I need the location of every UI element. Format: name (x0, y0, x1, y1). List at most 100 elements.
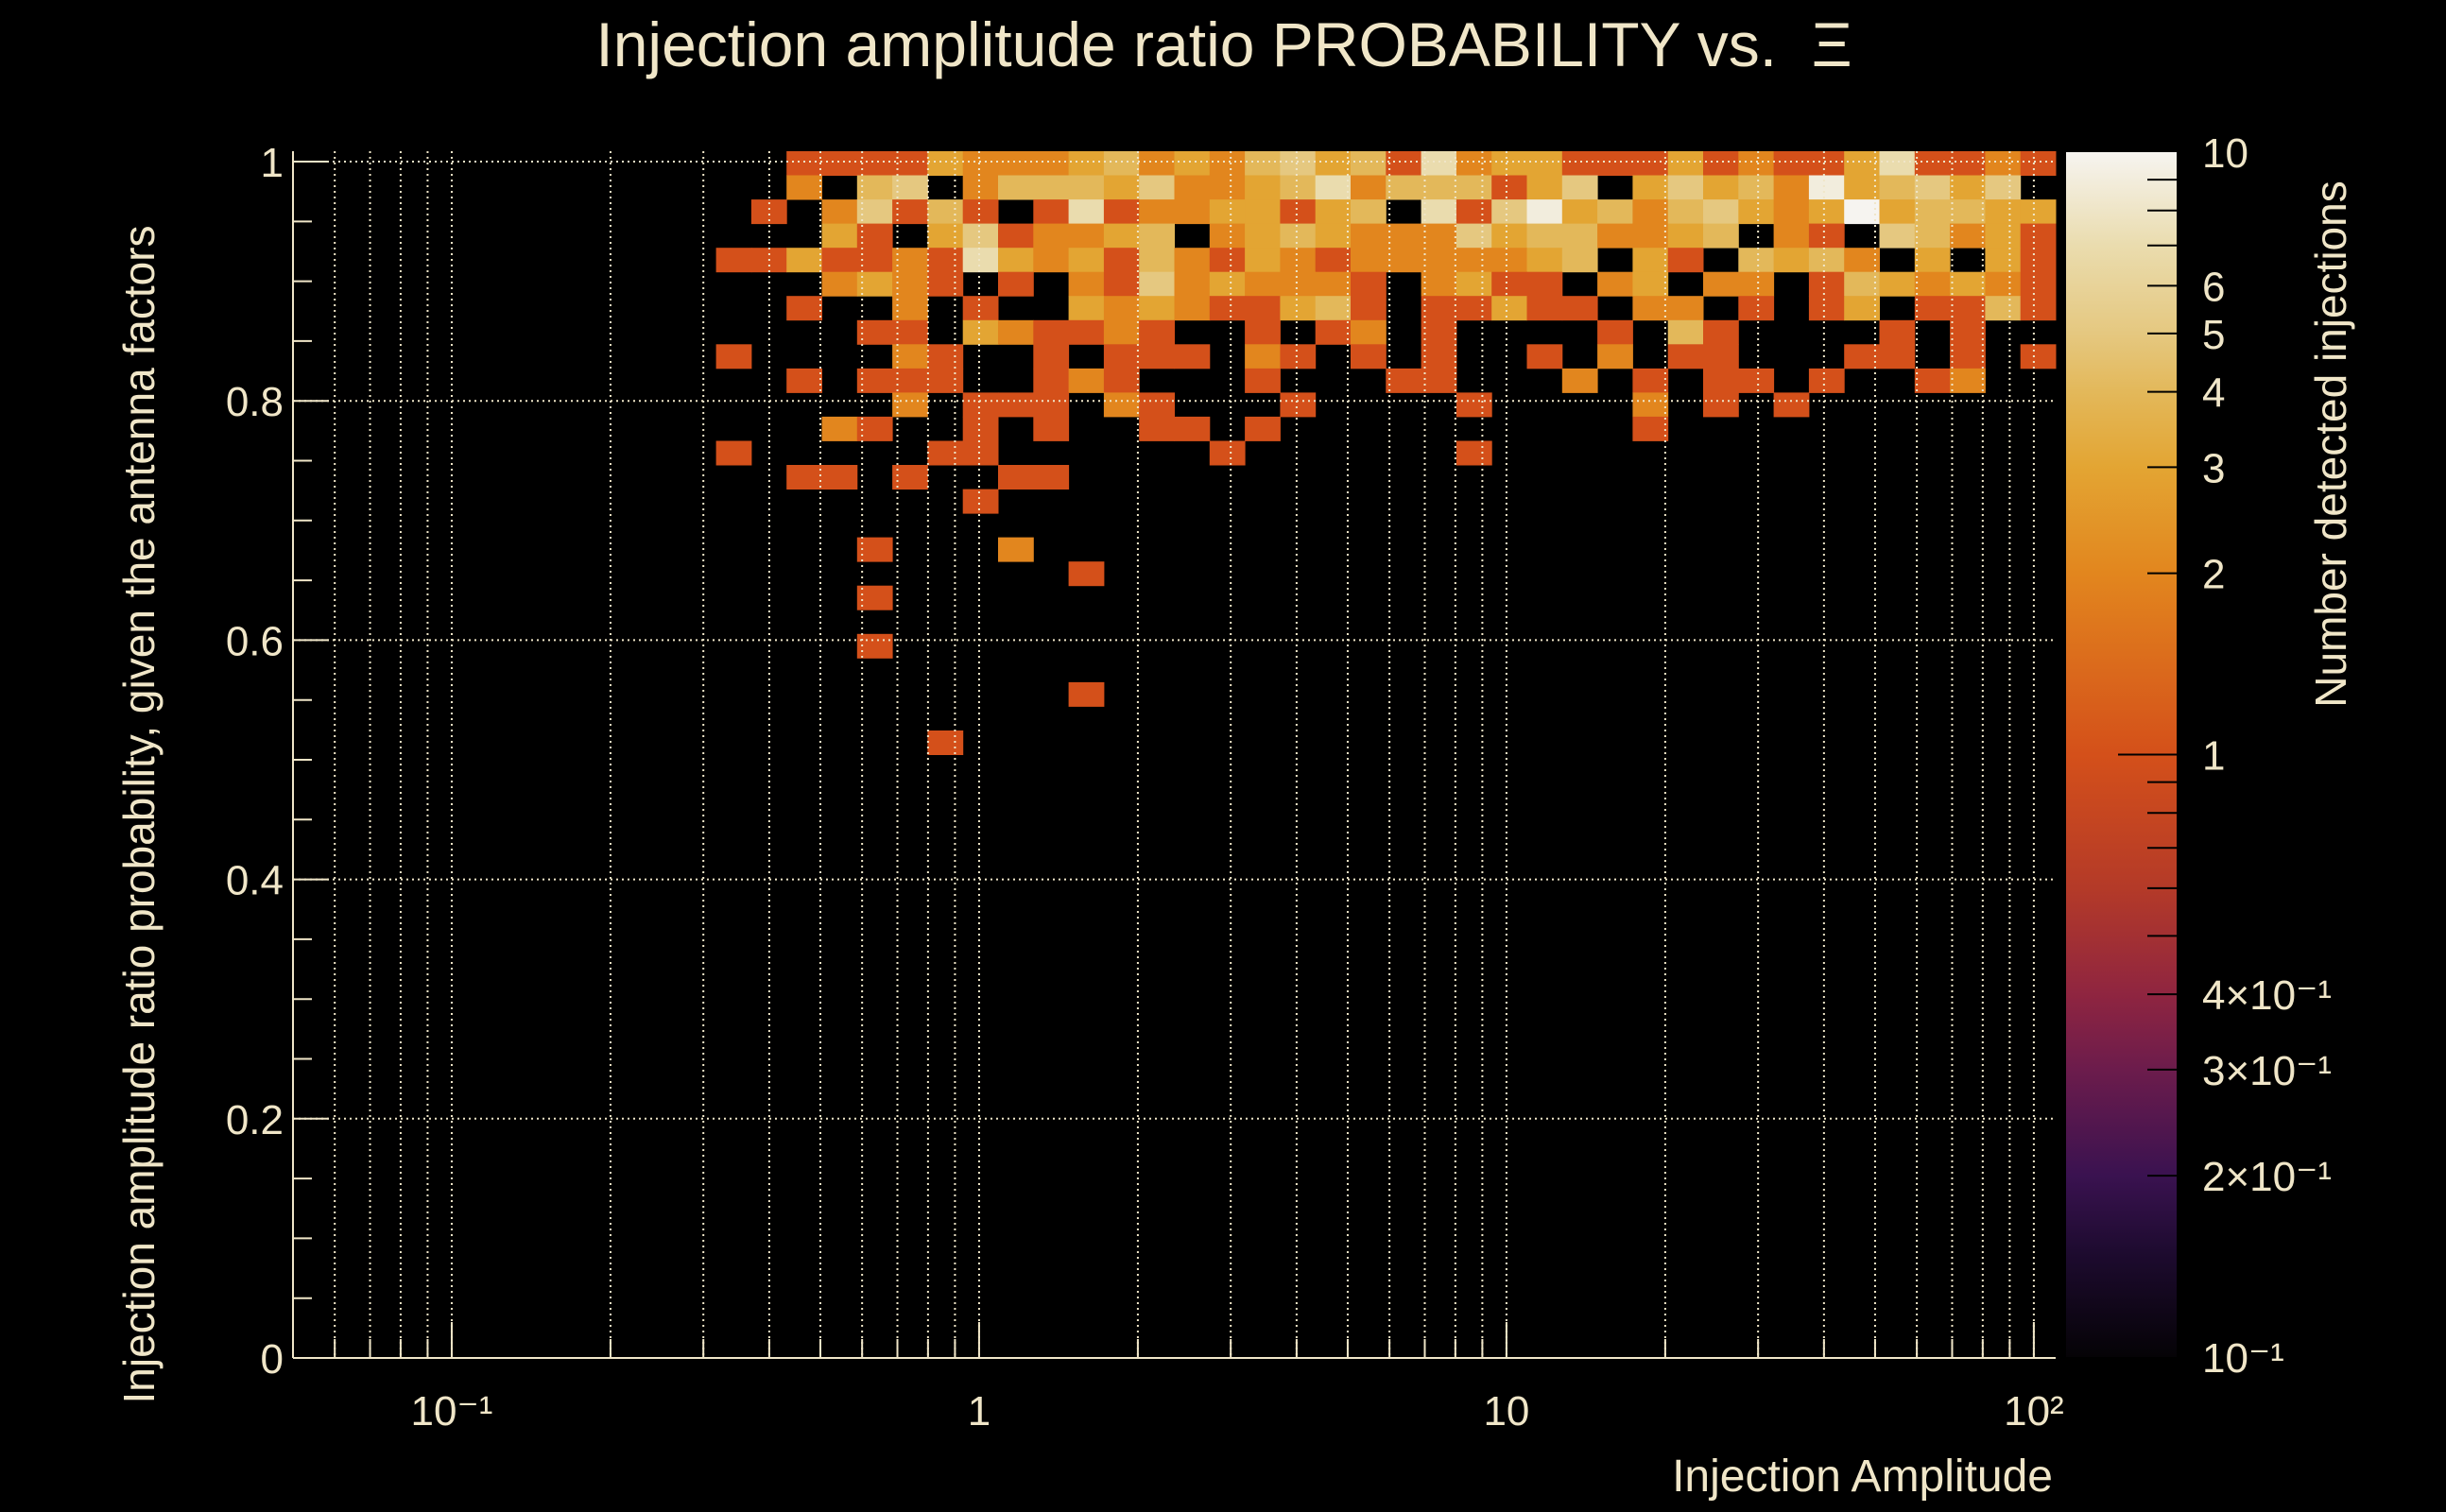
heatmap-cell (927, 440, 964, 466)
heatmap-cell (1950, 368, 1986, 393)
x-tick-label: 10⁻¹ (411, 1388, 493, 1435)
heatmap-cell (1351, 175, 1387, 200)
heatmap-cell (1456, 151, 1492, 176)
colorbar-tick-label: 3 (2202, 445, 2225, 491)
heatmap-cell (1315, 319, 1352, 345)
heatmap-cell (1561, 151, 1598, 176)
heatmap-cell (786, 248, 822, 273)
heatmap-cell (856, 271, 893, 297)
heatmap-cell (1808, 368, 1845, 393)
heatmap-cell (1139, 296, 1175, 321)
heatmap-cell (1033, 199, 1070, 225)
heatmap-cell (1351, 344, 1387, 369)
heatmap-cell (1245, 319, 1281, 345)
heatmap-cell (1139, 175, 1175, 200)
heatmap-cell (1703, 175, 1739, 200)
heatmap-cell (1491, 271, 1527, 297)
heatmap-cell (786, 296, 822, 321)
heatmap-cell (2020, 296, 2057, 321)
heatmap-cell (821, 151, 858, 176)
heatmap-cell (1632, 223, 1669, 249)
x-axis-label: Injection Amplitude (1672, 1452, 2053, 1502)
heatmap-cell (2020, 344, 2057, 369)
heatmap-cell (1351, 223, 1387, 249)
heatmap-cell (1491, 199, 1527, 225)
heatmap-cell (1033, 416, 1070, 441)
heatmap-cell (1950, 199, 1986, 225)
heatmap-cell (1950, 223, 1986, 249)
heatmap-cell (927, 248, 964, 273)
heatmap-cell (1950, 151, 1986, 176)
heatmap-cell (1139, 344, 1175, 369)
heatmap-cell (962, 199, 999, 225)
heatmap-cell (1561, 296, 1598, 321)
heatmap-cell (1879, 151, 1916, 176)
heatmap-cell (1667, 223, 1704, 249)
heatmap-cell (1456, 296, 1492, 321)
heatmap-cell (1033, 368, 1070, 393)
heatmap-cell (1421, 271, 1457, 297)
heatmap-cell (1351, 319, 1387, 345)
heatmap-cell (1526, 344, 1563, 369)
heatmap-cell (1033, 344, 1070, 369)
heatmap-cell (1985, 271, 2022, 297)
heatmap-cell (786, 465, 822, 490)
heatmap-cell (1526, 296, 1563, 321)
heatmap-cell (962, 175, 999, 200)
heatmap-cell (1280, 271, 1317, 297)
heatmap-cell (998, 271, 1034, 297)
colorbar-tick-label: 3×10⁻¹ (2202, 1048, 2332, 1094)
heatmap-cell (1632, 271, 1669, 297)
heatmap-cell (1632, 368, 1669, 393)
heatmap-cell (715, 440, 752, 466)
heatmap-cell (715, 248, 752, 273)
heatmap-cell (927, 199, 964, 225)
heatmap-cell (998, 537, 1034, 562)
heatmap-cell (1421, 175, 1457, 200)
heatmap-cell (998, 465, 1034, 490)
heatmap-cell (1738, 151, 1775, 176)
heatmap-cell (2020, 271, 2057, 297)
heatmap-cell (1703, 392, 1739, 418)
heatmap-cell (1738, 296, 1775, 321)
heatmap-cell (1139, 392, 1175, 418)
heatmap-cell (962, 223, 999, 249)
heatmap-cell (1808, 175, 1845, 200)
heatmap-cell (1950, 175, 1986, 200)
heatmap-cell (1033, 319, 1070, 345)
heatmap-cell (1491, 175, 1527, 200)
heatmap-cell (1245, 296, 1281, 321)
heatmap-cell (1421, 368, 1457, 393)
heatmap-cell (1245, 151, 1281, 176)
heatmap-cell (1456, 199, 1492, 225)
heatmap-cell (1985, 151, 2022, 176)
heatmap-cell (1456, 271, 1492, 297)
heatmap-cell (1209, 175, 1246, 200)
heatmap-cell (1386, 151, 1422, 176)
heatmap-cell (1456, 440, 1492, 466)
heatmap-cell (962, 489, 999, 514)
heatmap-cell (998, 319, 1034, 345)
heatmap-cell (1421, 223, 1457, 249)
heatmap-cell (1245, 175, 1281, 200)
heatmap-cell (1103, 223, 1140, 249)
heatmap-cell (1033, 465, 1070, 490)
heatmap-cell (998, 248, 1034, 273)
heatmap-cell (1773, 175, 1810, 200)
heatmap-cell (1103, 344, 1140, 369)
heatmap-cell (1879, 223, 1916, 249)
heatmap-cell (1280, 223, 1317, 249)
heatmap-cell (1245, 223, 1281, 249)
heatmap-cell (1738, 248, 1775, 273)
heatmap-cell (1174, 175, 1211, 200)
heatmap-cell (1315, 175, 1352, 200)
colorbar-tick-label: 1 (2202, 733, 2225, 780)
heatmap-cell (1738, 271, 1775, 297)
heatmap-cell (1209, 151, 1246, 176)
heatmap-cell (1068, 561, 1105, 587)
heatmap-cell (927, 344, 964, 369)
heatmap-cell (1139, 319, 1175, 345)
heatmap-cell (1315, 223, 1352, 249)
heatmap-cell (892, 271, 928, 297)
